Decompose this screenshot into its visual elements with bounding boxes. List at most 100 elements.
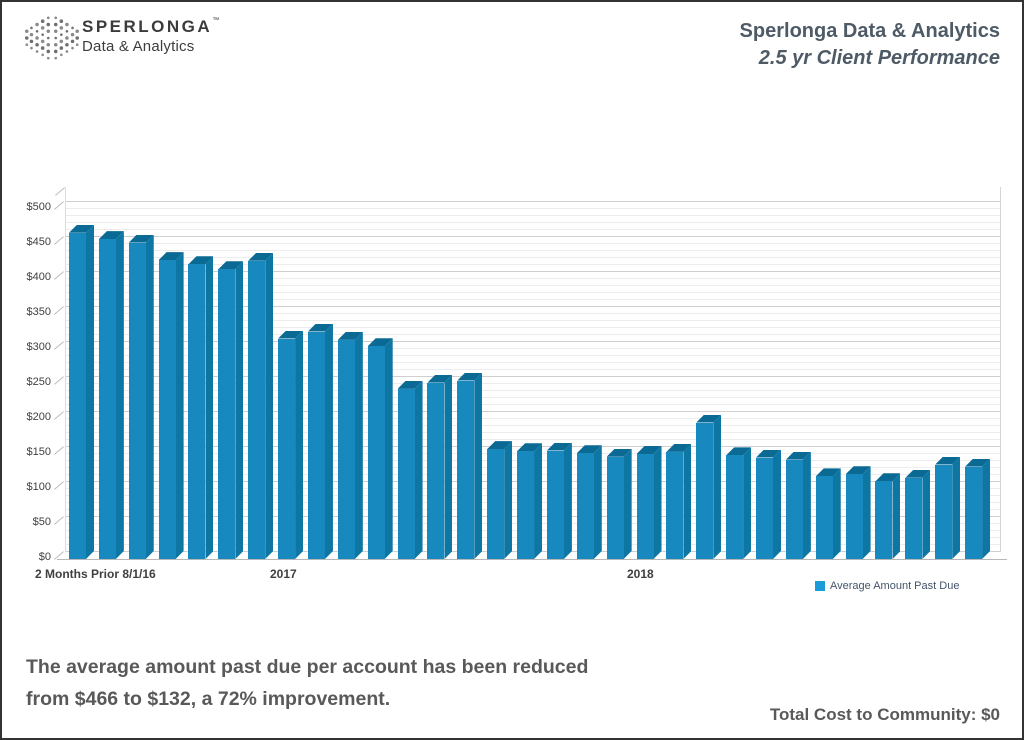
minor-gridline [66,215,1000,216]
minor-gridline [66,418,1000,419]
bar-front-face [576,453,594,559]
bar-top-face [307,323,333,332]
bar-top-face [188,256,214,265]
bar-side-face [146,235,154,559]
bar-top-face [367,338,393,347]
minor-gridline [66,264,1000,265]
bar-top-face [606,448,632,457]
bar-side-face [205,256,213,559]
bar-side-face [743,447,751,559]
total-cost-text: Total Cost to Community: $0 [769,705,1000,724]
bar-side-face [355,332,363,559]
minor-gridline [66,348,1000,349]
minor-gridline [66,222,1000,223]
minor-gridline [66,439,1000,440]
bar-side-face [624,449,632,559]
y-tick-mark [54,236,64,245]
bar-top-face [636,446,662,454]
bar-month-9 [307,323,333,560]
y-tick-mark [54,271,64,280]
report-subtitle: 2.5 yr Client Performance [758,47,1000,69]
bar-side-face [922,470,930,559]
y-tick-label: $150 [26,446,51,458]
bar-side-face [385,338,393,559]
bar-month-14 [457,372,483,560]
bar-front-face [218,269,236,559]
bar-top-face [756,449,781,458]
bar-front-face [188,264,206,559]
y-tick-label: $0 [38,551,51,563]
y-tick-label: $250 [26,376,51,388]
bar-top-face [128,234,154,243]
wall-corner-edge [55,187,65,196]
bar-month-7 [248,252,274,559]
bar-front-face [337,339,355,559]
bar-front-face [517,451,535,559]
bar-top-face [517,443,543,452]
bar-top-face [546,442,572,451]
bar-top-face [397,380,423,389]
bar-front-face [98,239,116,559]
bar-month-11 [367,338,393,559]
chart-legend: Average Amount Past Due [815,579,959,593]
bar-front-face [69,232,86,559]
bar-front-face [427,382,445,559]
bar-side-face [415,381,423,559]
y-tick-mark [54,411,64,420]
minor-gridline [66,320,1000,321]
bar-front-face [128,242,146,559]
bar-top-face [487,441,513,450]
minor-gridline [66,334,1000,335]
major-gridline [66,271,1000,272]
y-tick-label: $450 [26,236,51,248]
bar-front-face [756,457,773,559]
bar-month-4 [158,252,184,559]
bar-side-face [295,331,303,560]
logo-tagline: Data & Analytics [82,38,195,55]
bar-month-18 [576,445,602,559]
minor-gridline [66,355,1000,356]
x-axis-baseline [57,559,1007,560]
bar-top-face [427,374,453,383]
bar-month-27 [845,466,871,559]
major-gridline [66,236,1000,237]
bar-front-face [606,456,624,559]
bar-month-12 [397,380,423,559]
bar-side-face [713,415,721,560]
bar-side-face [176,252,184,559]
bar-side-face [654,446,662,559]
bar-side-face [474,373,482,560]
minor-gridline [66,257,1000,258]
bar-side-face [265,253,273,559]
y-tick-mark [54,516,64,525]
bar-side-face [863,466,871,559]
legend-label: Average Amount Past Due [830,580,960,592]
bar-side-face [833,468,841,559]
bar-top-face [935,456,961,465]
bar-month-20 [636,446,662,559]
bar-top-face [69,224,94,233]
bar-front-face [785,459,803,559]
bar-month-21 [666,443,692,559]
y-tick-mark [54,481,64,490]
minor-gridline [66,299,1000,300]
bar-front-face [815,476,833,559]
bar-front-face [457,380,475,559]
bar-front-face [726,455,744,559]
x-axis-label-2017: 2017 [270,567,297,581]
bar-top-face [158,252,184,261]
summary-text-line2: from $466 to $132, a 72% improvement. [26,688,391,710]
bar-month-29 [905,469,931,559]
bar-top-face [726,447,752,456]
trademark-symbol: ™ [212,17,220,24]
bar-side-face [803,452,811,559]
logo-dot-x-icon [25,16,79,60]
bar-side-face [235,261,243,559]
bar-side-face [325,324,333,560]
bar-top-face [965,458,991,467]
logo-brand: SPERLONGA [82,17,213,36]
bar-month-1 [69,224,94,559]
y-tick-label: $50 [32,516,51,528]
bar-month-22 [696,414,722,560]
